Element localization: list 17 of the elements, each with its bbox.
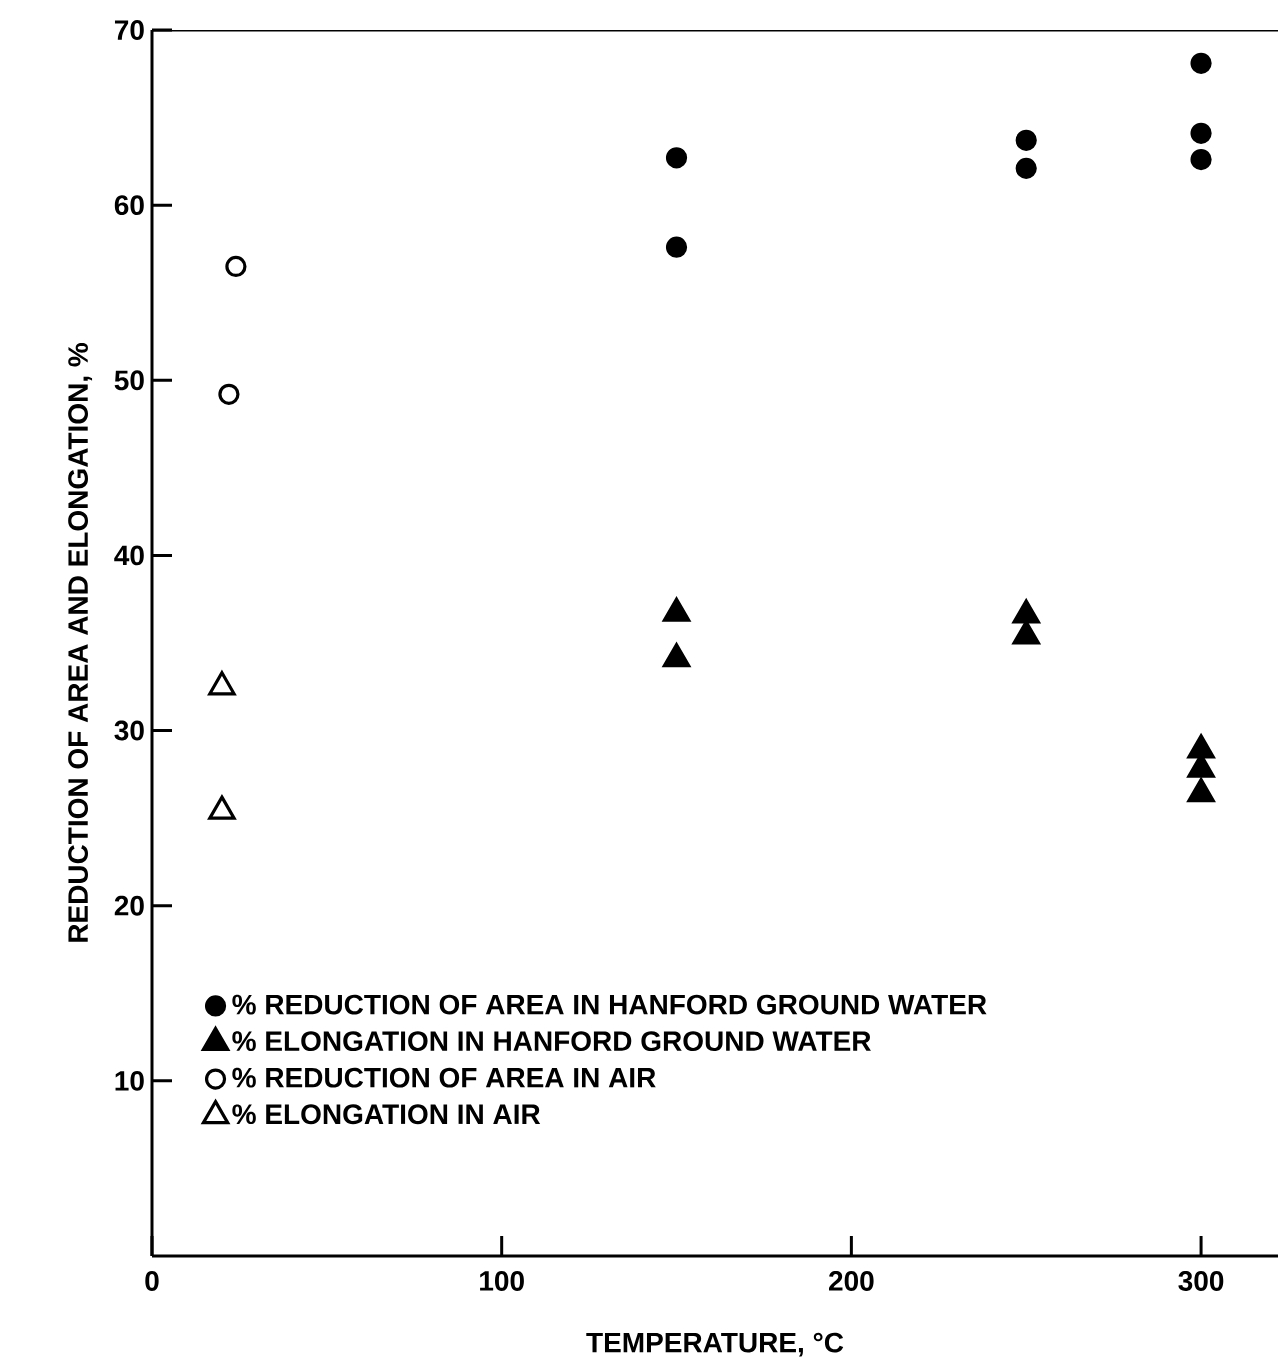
legend-label: % ELONGATION IN HANFORD GROUND WATER — [232, 1031, 871, 1052]
y-tick-label: 20 — [114, 895, 144, 916]
y-tick-label: 30 — [114, 720, 144, 741]
y-tick-label: 40 — [114, 545, 144, 566]
y-tick-label: 60 — [114, 195, 144, 216]
y-tick-label: 50 — [114, 370, 144, 391]
y-tick-label: 70 — [114, 20, 144, 40]
x-axis-title: TEMPERATURE, °C — [586, 1332, 844, 1357]
x-tick-label: 0 — [145, 1271, 159, 1291]
legend-label: % ELONGATION IN AIR — [232, 1104, 541, 1125]
y-tick-label: 10 — [115, 1070, 144, 1091]
x-tick-label: 100 — [480, 1271, 524, 1291]
legend-label: % REDUCTION OF AREA IN AIR — [232, 1067, 656, 1088]
y-axis-title: REDUCTION OF AREA AND ELONGATION, % — [68, 343, 93, 942]
legend-label: % REDUCTION OF AREA IN HANFORD GROUND WATER — [232, 994, 987, 1015]
x-tick-label: 300 — [1178, 1271, 1224, 1291]
x-tick-label: 200 — [828, 1271, 874, 1291]
